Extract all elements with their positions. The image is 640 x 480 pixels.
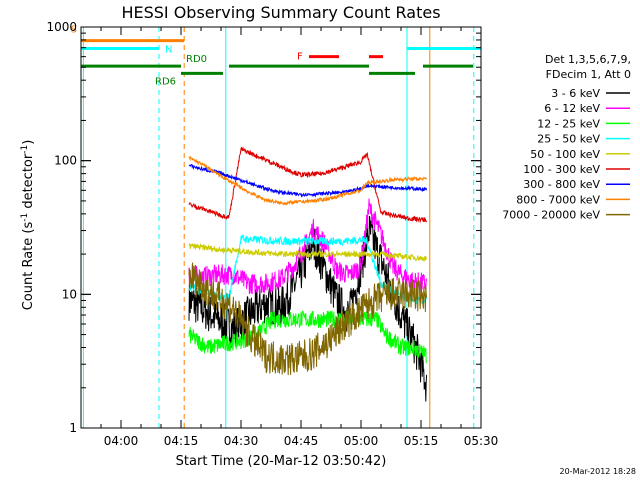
legend-entry-8: 7000 - 20000 keV — [502, 209, 600, 222]
series-line-1 — [188, 198, 428, 295]
x-tick-label-2: 04:30 — [224, 434, 259, 448]
flag-label-s: S — [71, 25, 77, 36]
x-axis-label: Start Time (20-Mar-12 03:50:42) — [176, 454, 387, 469]
y-axis-label: Count Rate (s-1 detector-1) — [20, 140, 36, 311]
legend-title-line-2: FDecim 1, Att 0 — [546, 68, 631, 81]
series-line-8 — [188, 262, 428, 376]
flag-label-rd6: RD6 — [155, 76, 176, 87]
legend-entry-2: 12 - 25 keV — [537, 117, 600, 130]
series-line-5 — [188, 146, 428, 224]
flag-label-f: F — [297, 52, 303, 63]
axes-layer: 04:00 04:15 04:30 04:45 05:00 05:15 05:30 1 10 10… — [46, 20, 498, 448]
series-line-2 — [188, 310, 427, 364]
flag-label-n: N — [165, 45, 172, 56]
legend-title-line-1: Det 1,3,5,6,7,9, — [545, 53, 631, 66]
timestamp-stamp: 20-Mar-2012 18:28 — [560, 467, 637, 476]
x-tick-label-6: 05:30 — [464, 434, 499, 448]
legend-entry-7: 800 - 7000 keV — [516, 193, 600, 206]
flag-label-rd0: RD0 — [186, 54, 207, 65]
legend-entry-4: 50 - 100 keV — [530, 148, 600, 161]
x-tick-label-0: 04:00 — [104, 434, 139, 448]
legend: Det 1,3,5,6,7,9, FDecim 1, Att 0 3 - 6 k… — [502, 53, 631, 222]
legend-entry-5: 100 - 300 keV — [523, 163, 600, 176]
legend-entry-6: 300 - 800 keV — [523, 178, 600, 191]
legend-entry-1: 6 - 12 keV — [544, 102, 600, 115]
x-tick-label-3: 04:45 — [284, 434, 319, 448]
y-tick-label-1: 10 — [62, 287, 77, 301]
x-tick-label-5: 05:15 — [404, 434, 439, 448]
y-tick-label-0: 1 — [69, 421, 77, 435]
plot-layer: S N F RD0 RD6 — [71, 25, 481, 428]
chart-title: HESSI Observing Summary Count Rates — [121, 3, 440, 22]
series-line-6 — [188, 163, 428, 198]
series-line-7 — [188, 155, 428, 206]
series-line-4 — [188, 242, 427, 262]
x-tick-label-4: 05:00 — [344, 434, 379, 448]
legend-entry-3: 25 - 50 keV — [537, 133, 600, 146]
legend-entry-0: 3 - 6 keV — [551, 87, 600, 100]
y-tick-label-3: 1000 — [46, 20, 77, 34]
x-tick-label-1: 04:15 — [164, 434, 199, 448]
y-tick-label-2: 100 — [54, 154, 77, 168]
